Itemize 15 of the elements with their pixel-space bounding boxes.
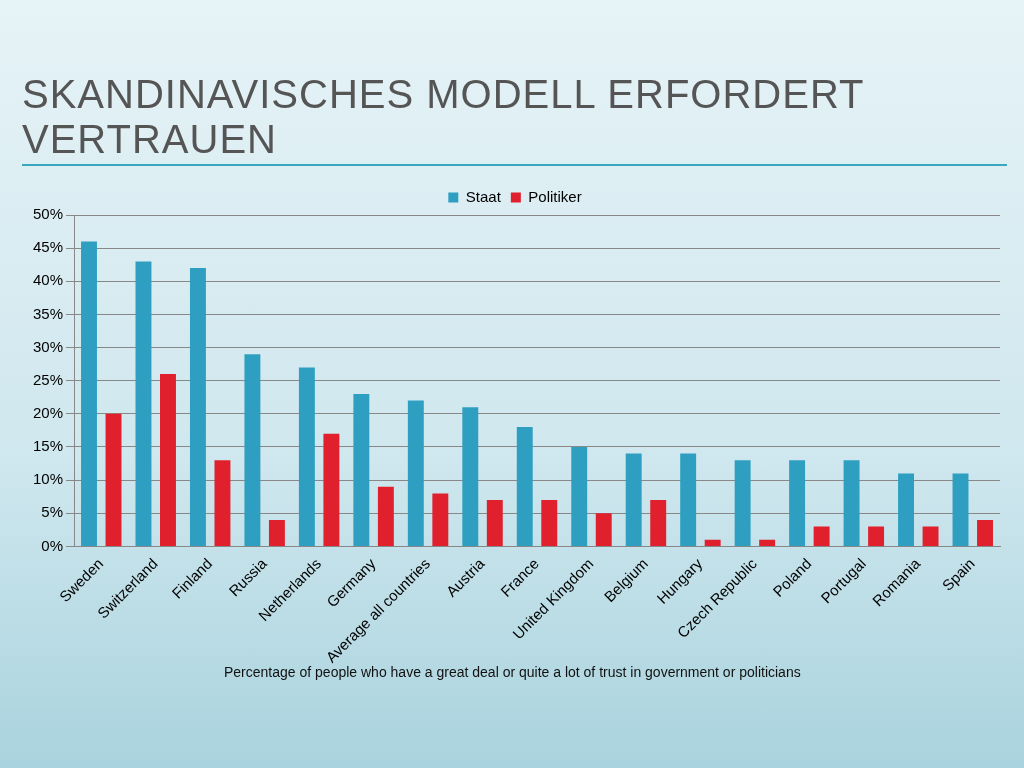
legend-label: Staat bbox=[465, 187, 502, 205]
text: Percentage of people who have a great deal or quite a lot of trust in government or politicians bbox=[224, 664, 801, 680]
y-tick-label: 5% bbox=[41, 503, 64, 521]
y-tick-label: 20% bbox=[32, 403, 64, 421]
y-tick-label: 25% bbox=[32, 370, 64, 388]
y-tick-label: 15% bbox=[32, 437, 64, 455]
chart-title: SKANDINAVISCHES MODELL ERFORDERT VERTRAUEN bbox=[22, 72, 1007, 166]
y-tick-label: 30% bbox=[32, 337, 64, 355]
y-tick-label: 40% bbox=[32, 271, 64, 289]
legend-label: Politiker bbox=[528, 187, 582, 205]
y-tick-label: 10% bbox=[32, 470, 64, 488]
y-tick-label: 50% bbox=[32, 205, 64, 223]
y-tick-label: 0% bbox=[41, 536, 64, 554]
y-tick-label: 45% bbox=[32, 238, 64, 256]
y-tick-label: 35% bbox=[32, 304, 64, 322]
